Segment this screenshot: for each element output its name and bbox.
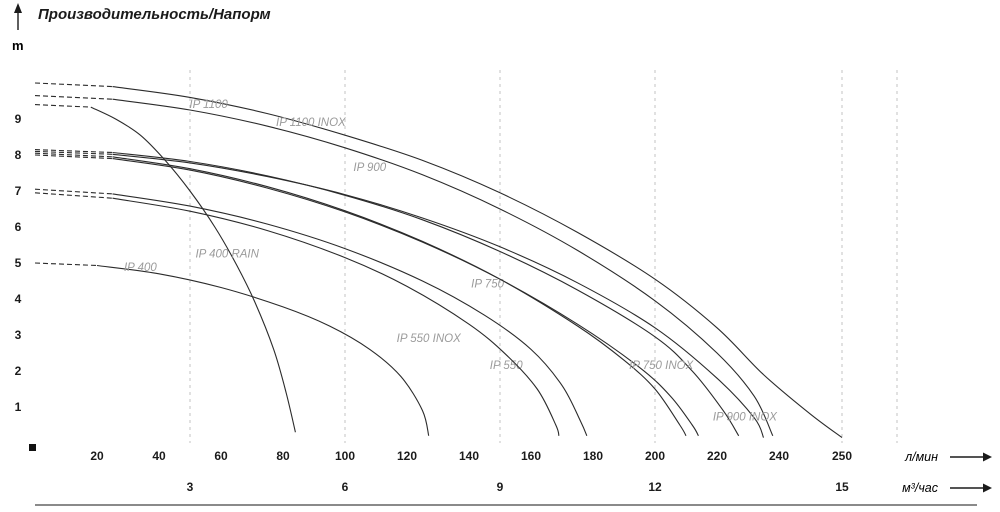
curve-dashed-lead-ip-750-inox xyxy=(34,154,113,160)
curve-label-ip-750: IP 750 xyxy=(471,278,504,290)
curve-label-ip-900: IP 900 xyxy=(353,162,386,174)
x-tick-label-lmin: 250 xyxy=(832,449,852,463)
y-tick-label: 1 xyxy=(15,400,22,414)
x-tick-label-lmin: 80 xyxy=(276,449,290,463)
curve-label-ip-550-inox: IP 550 INOX xyxy=(397,333,462,345)
curve-dashed-lead-ip-900 xyxy=(34,149,113,154)
curve-label-ip-400: IP 400 xyxy=(124,262,157,274)
x-tick-label-lmin: 160 xyxy=(521,449,541,463)
y-axis-arrow-head-icon xyxy=(14,3,22,13)
curve-dashed-lead-ip-750 xyxy=(34,152,113,158)
y-tick-label: 7 xyxy=(15,184,22,198)
curve-ip-1100 xyxy=(112,86,843,439)
curve-label-ip-400-rain: IP 400 RAIN xyxy=(195,249,259,261)
y-tick-label: 8 xyxy=(15,148,22,162)
x-tick-label-lmin: 220 xyxy=(707,449,727,463)
x-tick-label-lmin: 20 xyxy=(90,449,104,463)
x-axis-arrow-lmin-head-icon xyxy=(983,452,992,462)
curve-ip-1100-inox xyxy=(112,98,774,437)
y-tick-label: 4 xyxy=(15,292,22,306)
y-tick-label: 6 xyxy=(15,220,22,234)
y-tick-label: 2 xyxy=(15,364,22,378)
curve-dashed-lead-ip-550 xyxy=(34,188,113,195)
curve-dashed-lead-ip-400-rain xyxy=(34,104,91,108)
chart-title: Производительность/Напорм xyxy=(38,6,271,23)
curve-dashed-lead-ip-550-inox xyxy=(34,192,113,199)
curve-ip-550 xyxy=(112,193,588,437)
x-axis-unit-m3h-label: м³/час xyxy=(902,481,939,495)
x-tick-label-lmin: 60 xyxy=(214,449,228,463)
curve-ip-400-rain xyxy=(90,106,296,433)
y-tick-label: 9 xyxy=(15,112,22,126)
curve-label-ip-750-inox: IP 750 INOX xyxy=(629,360,694,372)
curve-ip-400 xyxy=(96,264,430,436)
x-tick-label-lmin: 240 xyxy=(769,449,789,463)
x-axis-arrow-m3h-head-icon xyxy=(983,483,992,493)
x-tick-label-lmin: 100 xyxy=(335,449,355,463)
x-tick-label-lmin: 120 xyxy=(397,449,417,463)
curve-ip-550-inox xyxy=(112,197,560,436)
curve-ip-900-inox xyxy=(112,153,765,438)
curve-dashed-lead-ip-900-inox xyxy=(34,150,113,155)
curve-dashed-lead-ip-400 xyxy=(34,262,98,267)
curve-dashed-lead-ip-1100 xyxy=(34,82,113,88)
x-tick-label-m3h: 9 xyxy=(497,480,504,494)
x-axis-unit-lmin-label: л/мин xyxy=(904,450,938,464)
x-tick-label-m3h: 6 xyxy=(342,480,349,494)
x-tick-label-lmin: 200 xyxy=(645,449,665,463)
curve-ip-750 xyxy=(112,156,687,437)
curve-ip-750-inox xyxy=(112,158,699,437)
y-tick-label: 5 xyxy=(15,256,22,270)
x-tick-label-lmin: 180 xyxy=(583,449,603,463)
x-tick-label-m3h: 12 xyxy=(648,480,662,494)
curve-label-ip-900-inox: IP 900 INOX xyxy=(713,412,778,424)
curve-ip-900 xyxy=(112,151,740,437)
curve-dashed-lead-ip-1100-inox xyxy=(34,95,113,100)
origin-marker xyxy=(29,444,36,451)
curve-label-ip-1100: IP 1100 xyxy=(189,99,228,111)
y-axis-unit-label: m xyxy=(12,38,24,53)
curve-label-ip-1100-inox: IP 1100 INOX xyxy=(276,117,347,129)
y-tick-label: 3 xyxy=(15,328,22,342)
x-tick-label-lmin: 40 xyxy=(152,449,166,463)
x-tick-label-m3h: 15 xyxy=(835,480,849,494)
x-tick-label-m3h: 3 xyxy=(187,480,194,494)
x-tick-label-lmin: 140 xyxy=(459,449,479,463)
